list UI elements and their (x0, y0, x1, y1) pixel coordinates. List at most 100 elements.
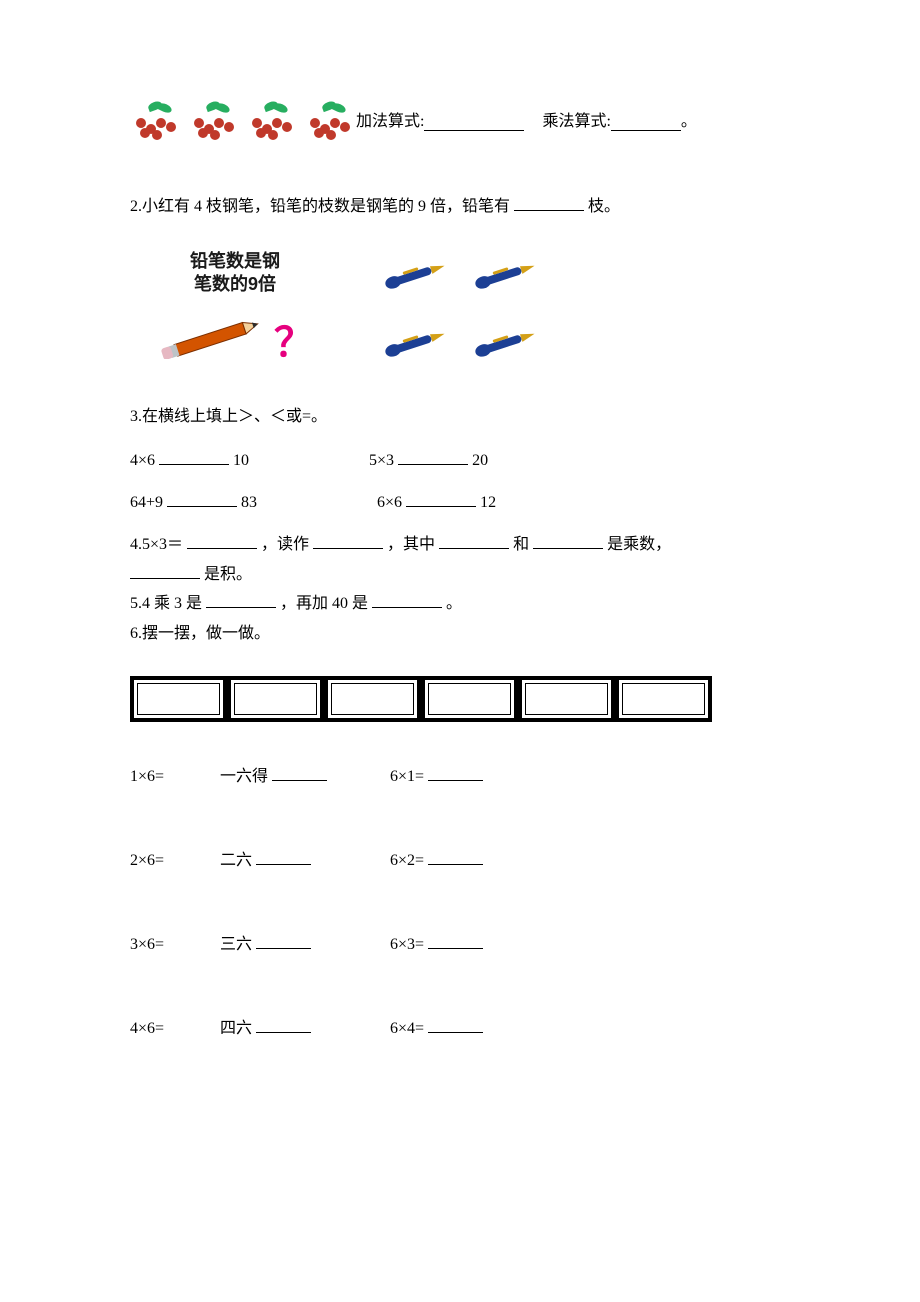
q6-r4-b: 四六 (220, 1014, 390, 1038)
q6-r2-b-text: 二六 (220, 852, 252, 869)
q3-r2b-left: 6×6 (377, 494, 402, 511)
q1-add-blank[interactable] (424, 114, 524, 131)
q3-r2a-blank[interactable] (167, 490, 237, 507)
q3-row2: 64+9 83 6×6 12 (130, 490, 790, 512)
q4-e: 是乘数， (607, 536, 671, 553)
q3-r1a: 4×6 10 (130, 448, 249, 470)
q6-title: 6.摆一摆，做一做。 (130, 621, 790, 647)
pencil-block: 铅笔数是钢 笔数的9倍 ？ (150, 250, 320, 369)
worksheet-page: 加法算式: 乘法算式: 。 2.小红有 4 枝钢笔，铅笔的枝数是钢笔的 9 倍，… (0, 0, 920, 1118)
cherry-graphic (130, 100, 356, 144)
q1-line: 加法算式: 乘法算式: 。 (130, 100, 790, 144)
q5-blank2[interactable] (372, 591, 442, 608)
q3-r2b: 6×6 12 (377, 490, 496, 512)
q6-r2-blank2[interactable] (428, 848, 483, 865)
q5-line: 5.4 乘 3 是 ，再加 40 是 。 (130, 591, 790, 617)
q2-blank[interactable] (514, 194, 584, 211)
q6-r3-b: 三六 (220, 930, 390, 954)
q5-b: ，再加 40 是 (280, 595, 368, 612)
q6-r2-b: 二六 (220, 846, 390, 870)
q6-r4-a: 4×6= (130, 1020, 220, 1038)
q2-text: 2.小红有 4 枝钢笔，铅笔的枝数是钢笔的 9 倍，铅笔有 枝。 (130, 194, 790, 220)
q6-row-4: 4×6= 四六 6×4= (130, 1014, 790, 1038)
q4-line2: 是积。 (130, 562, 790, 588)
q6-r3-blank1[interactable] (256, 932, 311, 949)
q6-r2-blank1[interactable] (256, 848, 311, 865)
q6-r2-c-text: 6×2= (390, 852, 424, 869)
q6-row-2: 2×6= 二六 6×2= (130, 846, 790, 870)
q5-c: 。 (446, 595, 462, 612)
q6-r1-blank2[interactable] (428, 764, 483, 781)
q6-r4-b-text: 四六 (220, 1020, 252, 1037)
q6-box (227, 676, 324, 722)
q6-r4-blank1[interactable] (256, 1016, 311, 1033)
pen-icon (380, 319, 452, 367)
q4-b: ，读作 (261, 536, 309, 553)
pencil-caption-l1: 铅笔数是钢 (190, 251, 280, 271)
pen-icon (470, 319, 542, 367)
q3-r2a-right: 83 (241, 494, 257, 511)
q6-r3-a: 3×6= (130, 936, 220, 954)
q6-r1-c-text: 6×1= (390, 768, 424, 785)
pen-icon (470, 251, 542, 299)
q2-image: 铅笔数是钢 笔数的9倍 ？ (150, 250, 790, 369)
q4-blank1[interactable] (187, 532, 257, 549)
q1-period: 。 (681, 109, 697, 135)
q3-r2a: 64+9 83 (130, 490, 257, 512)
q1-mul-label: 乘法算式: (542, 109, 610, 135)
q6-r4-blank2[interactable] (428, 1016, 483, 1033)
pens-grid (380, 251, 542, 367)
q4-f: 是积。 (204, 566, 252, 583)
q6-boxes (130, 676, 790, 722)
q6-r3-b-text: 三六 (220, 936, 252, 953)
q5-blank1[interactable] (206, 591, 276, 608)
q6-r2-a: 2×6= (130, 852, 220, 870)
q6-r3-c: 6×3= (390, 932, 483, 954)
q6-r3-blank2[interactable] (428, 932, 483, 949)
q3-r1b-right: 20 (472, 452, 488, 469)
q6-r1-blank1[interactable] (272, 764, 327, 781)
q5-a: 5.4 乘 3 是 (130, 595, 202, 612)
q6-box (421, 676, 518, 722)
q3-r1a-blank[interactable] (159, 448, 229, 465)
q6-r3-c-text: 6×3= (390, 936, 424, 953)
q1-add-label: 加法算式: (356, 109, 424, 135)
q4-a: 4.5×3＝ (130, 536, 183, 553)
q6-r2-c: 6×2= (390, 848, 483, 870)
q1-mul-blank[interactable] (611, 114, 681, 131)
q3-r2a-left: 64+9 (130, 494, 163, 511)
q4-blank4[interactable] (533, 532, 603, 549)
pencil-caption: 铅笔数是钢 笔数的9倍 (150, 250, 320, 297)
q4-blank2[interactable] (313, 532, 383, 549)
q3-r1b-blank[interactable] (398, 448, 468, 465)
q4-c: ，其中 (387, 536, 435, 553)
q4-blank5[interactable] (130, 562, 200, 579)
q3-r2b-right: 12 (480, 494, 496, 511)
q4-line1: 4.5×3＝ ，读作 ，其中 和 是乘数， (130, 532, 790, 558)
q6-box (615, 676, 712, 722)
q3-r1a-right: 10 (233, 452, 249, 469)
pencil-caption-l2: 笔数的9倍 (194, 274, 276, 294)
q6-row-3: 3×6= 三六 6×3= (130, 930, 790, 954)
q6-box (518, 676, 615, 722)
q2-text-b: 枝。 (588, 198, 620, 215)
q3-r1b-left: 5×3 (369, 452, 394, 469)
q3-row1: 4×6 10 5×3 20 (130, 448, 790, 470)
q3-r2b-blank[interactable] (406, 490, 476, 507)
q6-box (130, 676, 227, 722)
pen-icon (380, 251, 452, 299)
question-mark-icon: ？ (274, 310, 314, 368)
q6-r1-b: 一六得 (220, 762, 390, 786)
q6-box (324, 676, 421, 722)
q6-r1-a: 1×6= (130, 768, 220, 786)
q6-r4-c-text: 6×4= (390, 1020, 424, 1037)
q6-r1-c: 6×1= (390, 764, 483, 786)
q6-row-1: 1×6= 一六得 6×1= (130, 762, 790, 786)
q6-r4-c: 6×4= (390, 1016, 483, 1038)
q4-blank3[interactable] (439, 532, 509, 549)
q3-r1a-left: 4×6 (130, 452, 155, 469)
q6-r1-b-text: 一六得 (220, 768, 268, 785)
q4-d: 和 (513, 536, 529, 553)
q3-title: 3.在横线上填上＞、＜或=。 (130, 404, 790, 430)
q2-text-a: 2.小红有 4 枝钢笔，铅笔的枝数是钢笔的 9 倍，铅笔有 (130, 198, 510, 215)
